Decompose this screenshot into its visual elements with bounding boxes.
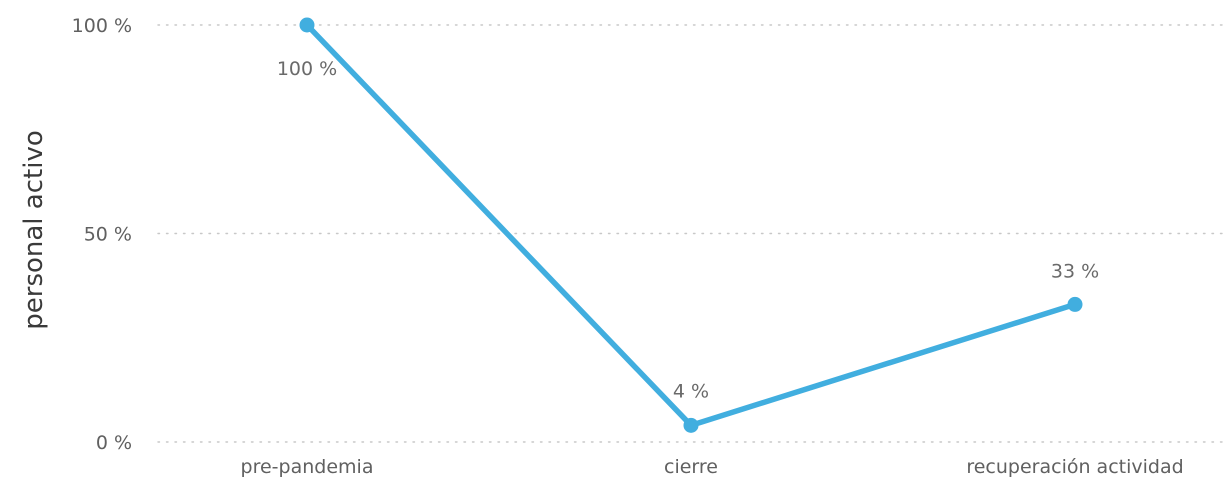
- y-tick-label-0: 0 %: [96, 432, 132, 454]
- y-tick-label-2: 100 %: [72, 15, 132, 37]
- data-point-1: [683, 417, 699, 433]
- data-point-2: [1067, 296, 1083, 312]
- x-tick-label-1: cierre: [664, 456, 718, 478]
- x-tick-label-0: pre-pandemia: [241, 456, 374, 478]
- y-tick-label-1: 50 %: [84, 224, 132, 246]
- data-label-1: 4 %: [673, 380, 709, 402]
- x-tick-label-2: recuperación actividad: [966, 456, 1183, 478]
- series-line-0: [304, 22, 1078, 429]
- data-point-0: [299, 17, 315, 33]
- data-label-0: 100 %: [277, 58, 337, 80]
- data-label-2: 33 %: [1051, 260, 1099, 282]
